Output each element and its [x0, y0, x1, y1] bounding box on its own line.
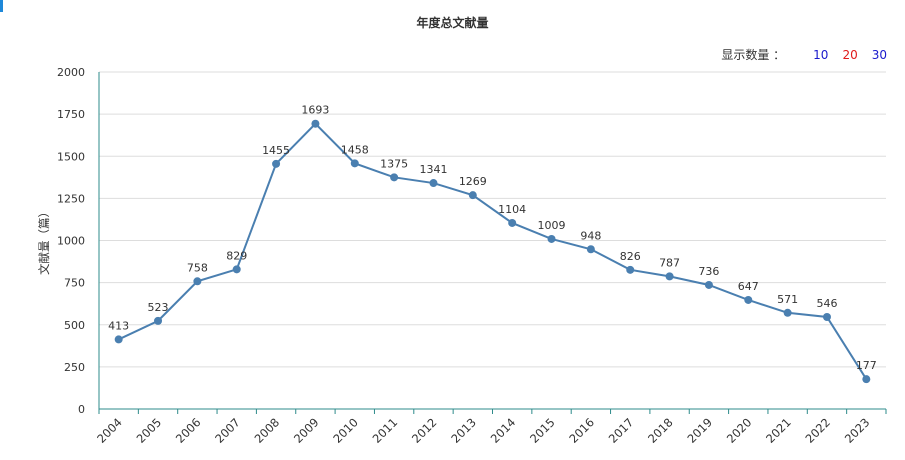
y-tick-label: 500	[64, 319, 85, 332]
data-label: 1104	[498, 203, 526, 216]
x-tick-label: 2006	[173, 415, 204, 446]
x-tick-label: 2012	[409, 415, 440, 446]
x-tick-label: 2015	[527, 415, 558, 446]
data-label: 177	[856, 359, 877, 372]
data-label: 829	[226, 249, 247, 262]
data-point[interactable]	[193, 277, 202, 286]
data-label: 1375	[380, 157, 408, 170]
data-point[interactable]	[272, 159, 281, 168]
data-label: 758	[187, 261, 208, 274]
data-label: 1009	[538, 219, 566, 232]
data-points	[114, 119, 871, 384]
display-count-label: 显示数量 ：	[721, 48, 786, 62]
gridlines	[99, 71, 886, 368]
data-label: 647	[738, 280, 759, 293]
series-line	[118, 122, 868, 380]
x-tick-label: 2020	[724, 415, 755, 446]
x-tick-label: 2018	[645, 415, 676, 446]
data-label: 413	[108, 319, 129, 332]
data-point[interactable]	[429, 179, 438, 188]
display-count-selector: 显示数量 ： 10 20 30	[721, 46, 887, 63]
data-point[interactable]	[744, 295, 753, 304]
y-tick-label: 1000	[57, 235, 85, 248]
x-tick-label: 2004	[94, 415, 125, 446]
y-tick-label: 1500	[57, 150, 85, 163]
x-tick-label: 2019	[684, 415, 715, 446]
y-tick-label: 250	[64, 361, 85, 374]
y-tick-label: 1750	[57, 108, 85, 121]
data-labels: 413 523 758 829 1455 1693 1458 1375 1341 1269 1104…	[108, 104, 877, 372]
x-tick-label: 2023	[842, 415, 873, 446]
data-label: 1269	[459, 175, 487, 188]
y-tick-label: 750	[64, 277, 85, 290]
x-tick-label: 2013	[448, 415, 479, 446]
data-point[interactable]	[350, 159, 359, 168]
x-tick-label: 2014	[488, 415, 519, 446]
corner-accent-mark	[0, 0, 3, 12]
x-tick-label: 2016	[566, 415, 597, 446]
data-point[interactable]	[232, 265, 241, 274]
chart-title: 年度总文献量	[416, 16, 489, 30]
data-label: 1458	[341, 143, 369, 156]
data-point[interactable]	[586, 245, 595, 254]
data-point[interactable]	[468, 191, 477, 200]
data-label: 1693	[301, 104, 329, 117]
data-point[interactable]	[114, 335, 123, 344]
data-point[interactable]	[311, 119, 320, 128]
data-point[interactable]	[704, 280, 713, 289]
data-label: 1455	[262, 144, 290, 157]
display-count-option-10[interactable]: 10	[813, 47, 829, 62]
x-tick-label: 2011	[370, 415, 401, 446]
y-tick-label: 1250	[57, 192, 85, 205]
data-label: 826	[620, 250, 641, 263]
y-axis-label: 文献量（篇）	[37, 206, 51, 275]
display-count-option-30[interactable]: 30	[871, 47, 887, 62]
x-tick-label: 2009	[291, 415, 322, 446]
x-tick-label: 2022	[802, 415, 833, 446]
x-tick-label: 2005	[134, 415, 165, 446]
data-point[interactable]	[862, 375, 871, 384]
y-tick-label: 0	[78, 403, 85, 416]
data-point[interactable]	[626, 265, 635, 274]
y-tick-label: 2000	[57, 66, 85, 79]
data-label: 546	[816, 297, 837, 310]
x-tick-label: 2017	[606, 415, 637, 446]
display-count-option-20[interactable]: 20	[842, 47, 858, 62]
data-label: 736	[698, 265, 719, 278]
data-label: 523	[148, 301, 169, 314]
data-label: 948	[580, 229, 601, 242]
x-tick-labels: 2004 2005 2006 2007 2008 2009 2010 2011 2012 2013…	[94, 415, 872, 446]
data-label: 571	[777, 293, 798, 306]
data-point[interactable]	[665, 272, 674, 281]
data-point[interactable]	[783, 308, 792, 317]
axes	[98, 72, 887, 414]
x-tick-label: 2008	[252, 415, 283, 446]
x-tick-label: 2021	[763, 415, 794, 446]
x-tick-label: 2010	[330, 415, 361, 446]
data-point[interactable]	[822, 312, 831, 321]
series-line-group	[118, 122, 868, 380]
x-tick-label: 2007	[212, 415, 243, 446]
y-tick-labels: 0 250 500 750 1000 1250 1500 1750 2000	[57, 66, 85, 416]
data-point[interactable]	[508, 218, 517, 227]
data-point[interactable]	[390, 173, 399, 182]
data-label: 1341	[419, 163, 447, 176]
data-label: 787	[659, 256, 680, 269]
data-point[interactable]	[547, 234, 556, 243]
data-point[interactable]	[154, 316, 163, 325]
